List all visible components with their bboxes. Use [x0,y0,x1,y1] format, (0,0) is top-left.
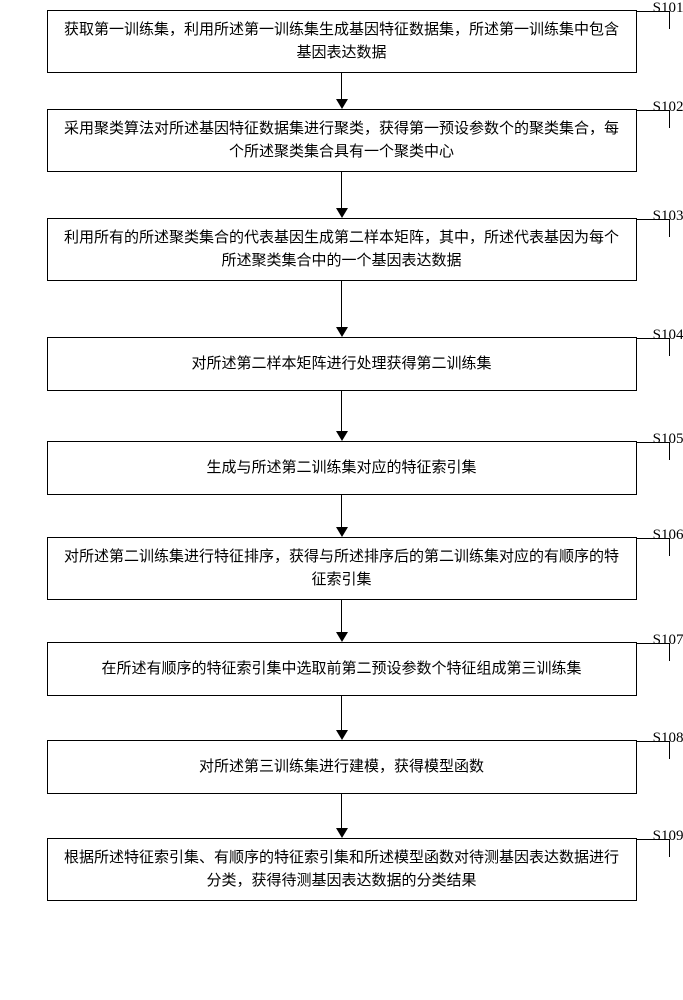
flow-box: 生成与所述第二训练集对应的特征索引集S105 [47,441,637,495]
flow-box: 采用聚类算法对所述基因特征数据集进行聚类，获得第一预设参数个的聚类集合，每个所述… [47,109,637,172]
step-label: S102 [653,96,683,119]
flow-box-text: 获取第一训练集，利用所述第一训练集生成基因特征数据集，所述第一训练集中包含基因表… [60,19,624,64]
step-label: S108 [653,727,683,750]
arrow-head-icon [336,527,348,537]
flow-box-text: 对所述第三训练集进行建模，获得模型函数 [199,756,484,779]
flow-step: 对所述第二训练集进行特征排序，获得与所述排序后的第二训练集对应的有顺序的特征索引… [20,537,663,600]
flow-box-text: 根据所述特征索引集、有顺序的特征索引集和所述模型函数对待测基因表达数据进行分类，… [60,847,624,892]
flow-step: 根据所述特征索引集、有顺序的特征索引集和所述模型函数对待测基因表达数据进行分类，… [20,838,663,901]
arrow-head-icon [336,632,348,642]
flow-box: 根据所述特征索引集、有顺序的特征索引集和所述模型函数对待测基因表达数据进行分类，… [47,838,637,901]
flow-arrow [336,696,348,740]
step-label: S104 [653,324,683,347]
arrow-line [341,794,343,828]
flow-box: 利用所有的所述聚类集合的代表基因生成第二样本矩阵，其中，所述代表基因为每个所述聚… [47,218,637,281]
flow-step: 对所述第三训练集进行建模，获得模型函数S108 [20,740,663,794]
arrow-line [341,281,343,327]
flow-box-text: 对所述第二样本矩阵进行处理获得第二训练集 [191,353,491,376]
flow-box: 对所述第二训练集进行特征排序，获得与所述排序后的第二训练集对应的有顺序的特征索引… [47,537,637,600]
flow-box-text: 在所述有顺序的特征索引集中选取前第二预设参数个特征组成第三训练集 [101,658,581,681]
arrow-line [341,172,343,208]
step-label: S106 [653,524,683,547]
step-label: S103 [653,205,683,228]
arrow-head-icon [336,327,348,337]
flow-box-text: 生成与所述第二训练集对应的特征索引集 [206,457,476,480]
arrow-head-icon [336,730,348,740]
step-label: S101 [653,0,683,20]
flow-box: 对所述第二样本矩阵进行处理获得第二训练集S104 [47,337,637,391]
arrow-line [341,495,343,527]
flowchart-container: 获取第一训练集，利用所述第一训练集生成基因特征数据集，所述第一训练集中包含基因表… [0,0,683,911]
arrow-head-icon [336,208,348,218]
arrow-line [341,391,343,431]
flow-step: 在所述有顺序的特征索引集中选取前第二预设参数个特征组成第三训练集S107 [20,642,663,696]
flow-box: 获取第一训练集，利用所述第一训练集生成基因特征数据集，所述第一训练集中包含基因表… [47,10,637,73]
flow-step: 采用聚类算法对所述基因特征数据集进行聚类，获得第一预设参数个的聚类集合，每个所述… [20,109,663,172]
step-label: S105 [653,428,683,451]
flow-arrow [336,73,348,109]
flow-arrow [336,794,348,838]
arrow-head-icon [336,431,348,441]
arrow-head-icon [336,99,348,109]
flow-step: 利用所有的所述聚类集合的代表基因生成第二样本矩阵，其中，所述代表基因为每个所述聚… [20,218,663,281]
flow-box-text: 对所述第二训练集进行特征排序，获得与所述排序后的第二训练集对应的有顺序的特征索引… [60,546,624,591]
step-label: S107 [653,629,683,652]
flow-box: 在所述有顺序的特征索引集中选取前第二预设参数个特征组成第三训练集S107 [47,642,637,696]
flow-step: 生成与所述第二训练集对应的特征索引集S105 [20,441,663,495]
arrow-line [341,696,343,730]
flow-arrow [336,391,348,441]
arrow-line [341,73,343,99]
flow-box-text: 采用聚类算法对所述基因特征数据集进行聚类，获得第一预设参数个的聚类集合，每个所述… [60,118,624,163]
flow-step: 获取第一训练集，利用所述第一训练集生成基因特征数据集，所述第一训练集中包含基因表… [20,10,663,73]
flow-arrow [336,600,348,642]
flow-box: 对所述第三训练集进行建模，获得模型函数S108 [47,740,637,794]
flow-box-text: 利用所有的所述聚类集合的代表基因生成第二样本矩阵，其中，所述代表基因为每个所述聚… [60,227,624,272]
flow-arrow [336,172,348,218]
arrow-head-icon [336,828,348,838]
step-label: S109 [653,825,683,848]
flow-step: 对所述第二样本矩阵进行处理获得第二训练集S104 [20,337,663,391]
flow-arrow [336,281,348,337]
flow-arrow [336,495,348,537]
arrow-line [341,600,343,632]
